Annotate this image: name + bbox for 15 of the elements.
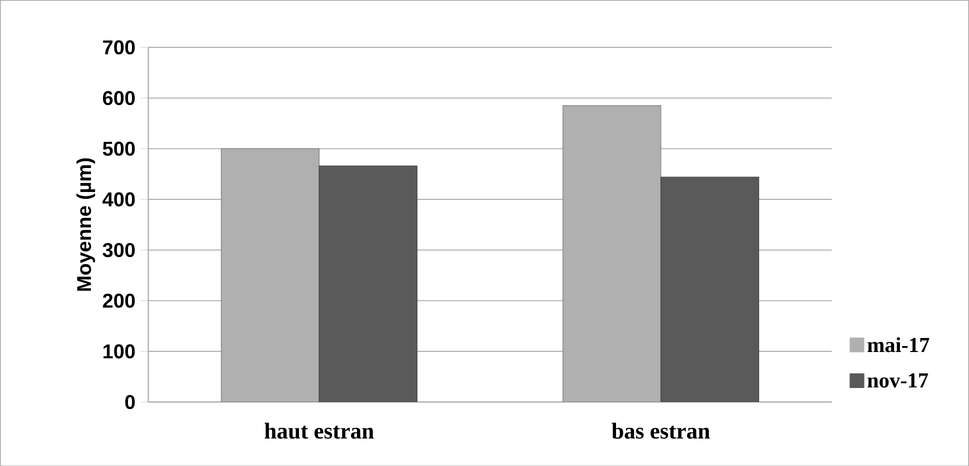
y-axis-title: Moyenne (µm) bbox=[76, 158, 96, 291]
legend-label: mai-17 bbox=[868, 336, 930, 352]
x-tick-label: bas estran bbox=[612, 422, 710, 438]
y-tick-label: 100 bbox=[103, 344, 135, 358]
x-tick-label: haut estran bbox=[264, 422, 374, 439]
y-tick-label: 700 bbox=[103, 40, 135, 54]
legend-label: nov-17 bbox=[868, 373, 928, 388]
y-tick-label: 600 bbox=[102, 90, 135, 105]
bar bbox=[660, 176, 760, 402]
y-tick-label: 400 bbox=[102, 192, 135, 206]
y-tick-label: 300 bbox=[102, 242, 135, 257]
y-tick-label: 0 bbox=[125, 394, 135, 409]
y-tick-label: 500 bbox=[102, 141, 135, 156]
bar bbox=[318, 165, 418, 402]
y-tick-label: 200 bbox=[102, 293, 135, 308]
